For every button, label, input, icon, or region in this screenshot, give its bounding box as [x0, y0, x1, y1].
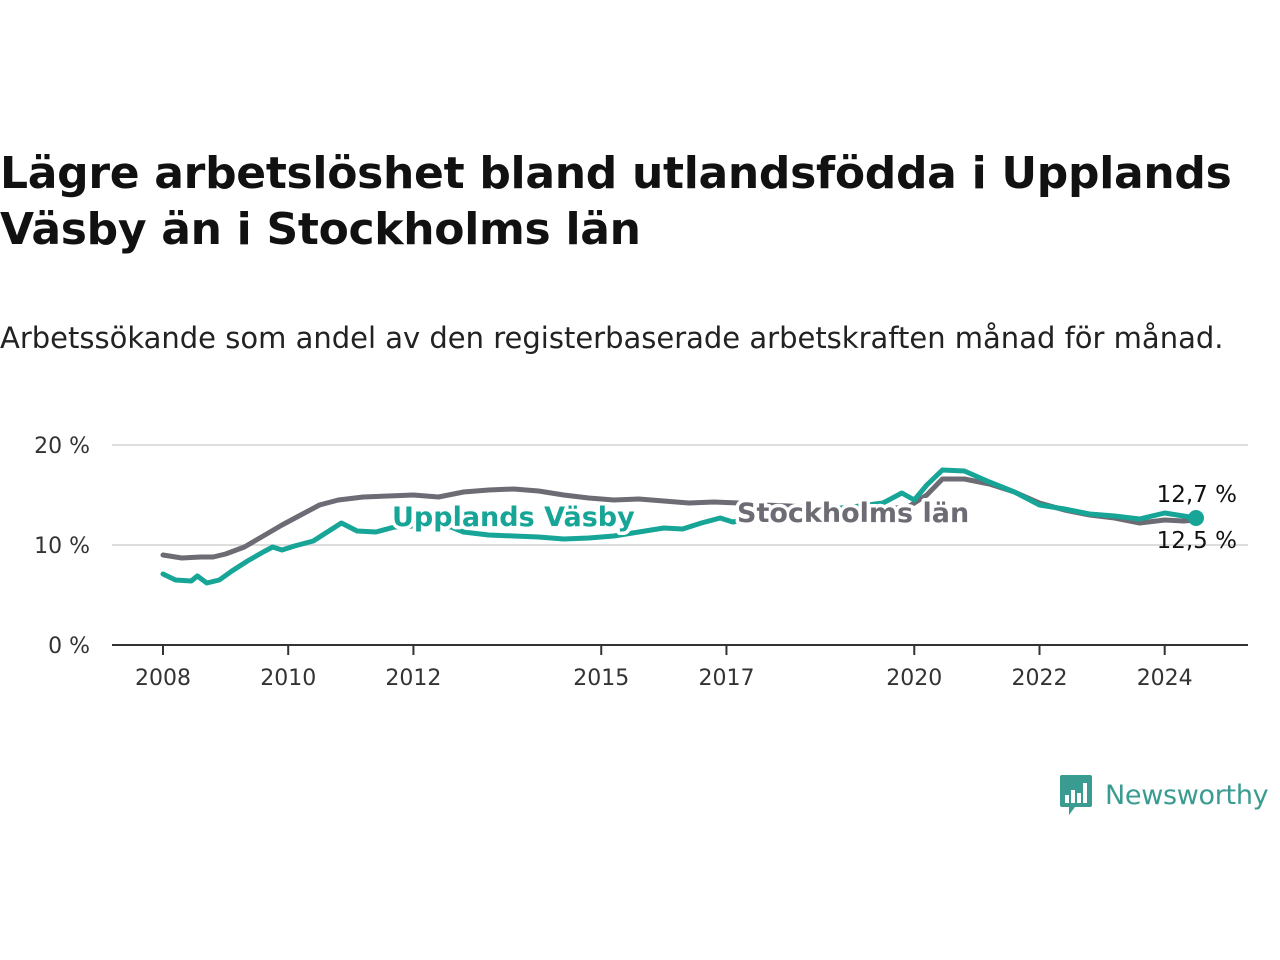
x-tick-label: 2008	[135, 666, 191, 691]
series-lines	[160, 467, 1204, 586]
end-label-upplands-vasby: 12,7 %	[1157, 482, 1237, 508]
end-label-stockholms-lan: 12,5 %	[1157, 528, 1237, 554]
x-axis: 2008 2010 2012 2015 2017 2020 2022 2024	[112, 644, 1248, 691]
series-label-stockholms-lan: Stockholms län	[737, 498, 969, 529]
x-tick-label: 2022	[1011, 666, 1067, 691]
x-tick-label: 2012	[385, 666, 441, 691]
end-point-marker	[1188, 510, 1204, 526]
chart-title: Lägre arbetslöshet bland utlandsfödda i …	[0, 148, 1232, 255]
y-tick-label: 0 %	[48, 634, 90, 659]
y-tick-label: 10 %	[34, 534, 90, 559]
x-tick-label: 2020	[886, 666, 942, 691]
y-axis-labels: 0 % 10 % 20 %	[34, 434, 90, 659]
newsworthy-logo-icon	[1060, 775, 1092, 815]
x-tick-label: 2015	[573, 666, 629, 691]
x-tick-label: 2024	[1137, 666, 1193, 691]
series-label-upplands-vasby: Upplands Väsby	[392, 502, 635, 533]
y-tick-label: 20 %	[34, 434, 90, 459]
brand-name: Newsworthy	[1105, 779, 1269, 811]
chart-subtitle: Arbetssökande som andel av den registerb…	[0, 321, 1224, 355]
x-tick-label: 2010	[260, 666, 316, 691]
x-tick-label: 2017	[698, 666, 754, 691]
series-line-upplands-vasby	[160, 467, 1199, 586]
series-line-stockholms-lan	[160, 476, 1199, 561]
series-labels: Upplands Väsby Stockholms län 12,7 % 12,5 %	[389, 482, 1238, 554]
newsworthy-logo: Newsworthy	[1059, 773, 1269, 817]
